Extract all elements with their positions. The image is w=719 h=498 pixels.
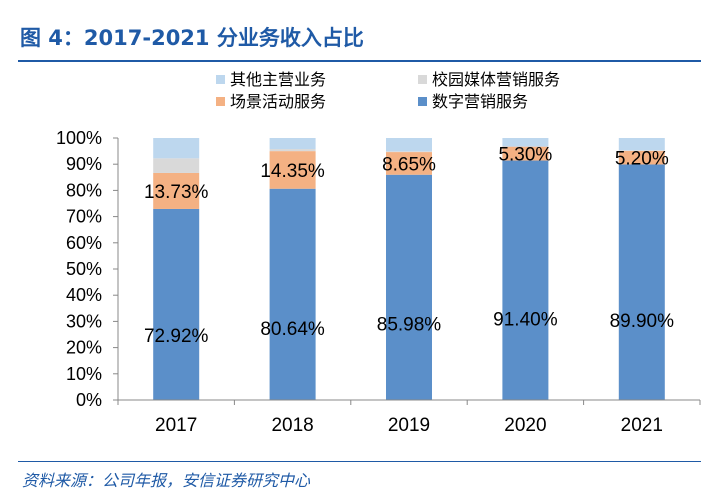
bar-segment [618,164,665,400]
y-tick-label: 10% [66,364,102,384]
data-label: 13.73% [144,182,209,203]
x-axis: 2017 2018 2019 2020 2021 [117,399,701,436]
bar-segment [153,138,200,159]
y-axis: 0% 10% 20% 30% 40% 50% 60% 70% 80% 90% 100% [56,128,119,410]
data-label: 89.90% [610,311,675,332]
bar-segment [386,152,432,175]
y-tick-label: 20% [66,338,102,358]
legend-label: 校园媒体营销服务 [432,71,560,89]
x-tick-label: 2020 [504,415,546,436]
bar-segment [618,150,665,165]
x-tick-label: 2017 [155,415,197,436]
bar-segment [386,138,432,152]
bar-segment [502,146,549,161]
y-tick-label: 100% [56,128,102,148]
figure-title: 图 4：2017-2021 分业务收入占比 [20,26,364,50]
data-label: 5.30% [498,145,552,166]
legend-swatch [216,75,225,84]
y-tick-label: 60% [66,233,102,253]
legend-swatch [418,97,427,106]
legend-swatch [216,97,225,106]
bar-segment [153,158,200,173]
y-tick-label: 70% [66,207,102,227]
data-label: 5.20% [615,149,669,170]
bar-segment [386,151,432,153]
bars: 72.92% 13.73% 80.64% 14.35% 85.98% 8.65% 91.40… [144,138,674,400]
bar-segment [269,138,316,150]
y-tick-label: 50% [66,259,102,279]
bar-segment [618,138,665,151]
y-tick-label: 90% [66,154,102,174]
data-label: 72.92% [144,326,209,347]
bar-segment [502,160,549,400]
bar-segment [269,149,316,152]
source-note: 资料来源：公司年报，安信证券研究中心 [22,471,311,490]
y-tick-label: 40% [66,285,102,305]
bar-segment [386,174,432,400]
y-tick-label: 30% [66,311,102,331]
data-label: 85.98% [377,314,442,335]
data-label: 91.40% [493,310,558,331]
y-tick-label: 0% [76,390,102,410]
legend-label: 场景活动服务 [230,93,326,111]
bar-segment [502,138,549,147]
legend-swatch [418,75,427,84]
legend-label: 其他主营业务 [230,71,326,89]
bar-segment [153,208,200,400]
source-divider [18,461,701,462]
x-tick-label: 2019 [388,415,430,436]
bar-segment [618,150,665,151]
legend-label: 数字营销服务 [432,93,528,111]
data-label: 80.64% [260,319,325,340]
bar-segment [269,188,316,400]
bar-segment [269,151,316,189]
bar-segment [153,172,200,209]
x-tick-label: 2021 [621,415,663,436]
x-tick-label: 2018 [271,415,313,436]
data-label: 14.35% [260,161,325,182]
data-label: 8.65% [382,154,436,175]
title-divider [18,60,701,62]
y-tick-label: 80% [66,180,102,200]
